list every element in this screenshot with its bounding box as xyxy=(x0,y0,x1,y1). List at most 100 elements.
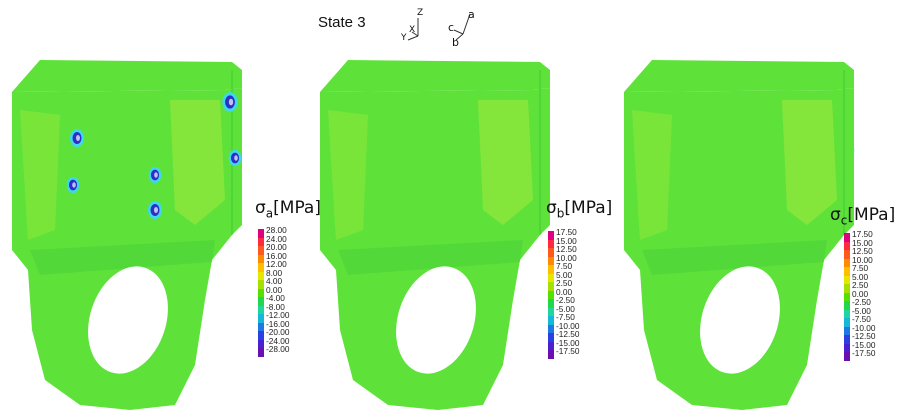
legend-swatch xyxy=(844,326,850,335)
legend-swatch xyxy=(548,256,554,265)
legend-tick-label: 10.00 xyxy=(852,254,873,265)
legend-swatch xyxy=(548,333,554,342)
global-axes-icon xyxy=(407,18,419,41)
legend-tick-label: -15.00 xyxy=(852,339,876,350)
global-axis-z-label: Z xyxy=(417,8,424,18)
legend-tick-label: -12.50 xyxy=(556,329,580,339)
lug-hole xyxy=(88,266,168,374)
legend-ticks: 28.00 24.00 20.00 16.00 12.00 8.00 4.00 0.00 -4.… xyxy=(266,226,290,354)
legend-swatch xyxy=(258,314,264,323)
legend-swatch xyxy=(548,273,554,282)
legend-swatch xyxy=(844,292,850,301)
bolt-hole-core xyxy=(154,172,158,178)
bolt-hole-core xyxy=(76,135,80,141)
legend-swatch xyxy=(844,275,850,284)
shading-patch xyxy=(170,100,225,225)
legend-tick-label: 8.00 xyxy=(266,267,283,278)
legend-swatch xyxy=(258,246,264,255)
legend-swatch xyxy=(548,239,554,248)
legend-tick-label: 0.00 xyxy=(556,286,573,297)
legend-swatch xyxy=(258,229,264,238)
local-axis-a-label: a xyxy=(468,8,475,21)
legend-tick-label: 0.00 xyxy=(852,288,869,299)
legend-swatch xyxy=(548,265,554,274)
legend-swatch xyxy=(844,335,850,344)
legend-tick-label: -8.00 xyxy=(266,301,285,312)
legend-tick-label: 15.00 xyxy=(556,235,577,246)
global-axis-y-label: Y xyxy=(401,33,407,43)
local-axis-b-label: b xyxy=(452,36,459,49)
legend-tick-label: -24.00 xyxy=(266,335,290,346)
legend-tick-label: -12.50 xyxy=(852,331,876,341)
legend-tick-label: -28.00 xyxy=(266,344,290,354)
legend-tick-label: 4.00 xyxy=(266,276,283,286)
legend-swatch xyxy=(548,299,554,308)
legend-color-bar xyxy=(844,233,850,361)
legend-swatch xyxy=(844,309,850,318)
legend-swatch xyxy=(844,250,850,259)
local-axes-icon xyxy=(453,13,471,41)
legend-tick-label: -15.00 xyxy=(556,337,580,348)
legend-tick-label: -12.00 xyxy=(266,310,290,320)
legend-tick-label: -2.50 xyxy=(852,297,871,307)
local-axis-c-label: c xyxy=(448,21,455,34)
fea-body-a xyxy=(12,60,242,410)
shading-patch xyxy=(478,100,533,225)
legend-tick-label: 5.00 xyxy=(852,271,869,282)
legend-swatch xyxy=(258,305,264,314)
legend-tick-label: -5.00 xyxy=(556,303,575,314)
fea-body-c xyxy=(624,60,854,410)
legend-tick-label: -10.00 xyxy=(852,322,876,333)
legend-swatch xyxy=(258,280,264,289)
legend-swatch xyxy=(548,324,554,333)
legend-swatch xyxy=(548,282,554,291)
legend-tick-label: -20.00 xyxy=(266,327,290,337)
lug-hole xyxy=(396,266,476,374)
legend-color-bar xyxy=(548,231,554,359)
bolt-hole-core xyxy=(154,207,158,213)
legend-swatch xyxy=(258,263,264,272)
legend-tick-label: 12.50 xyxy=(852,246,873,256)
shading-patch xyxy=(328,110,368,240)
legend-tick-label: -4.00 xyxy=(266,293,285,303)
legend-tick-label: 17.50 xyxy=(556,227,577,237)
legend-tick-label: 2.50 xyxy=(556,278,573,288)
legend-swatch xyxy=(844,241,850,250)
legend-tick-label: 12.00 xyxy=(266,259,287,269)
legend-swatch xyxy=(258,237,264,246)
legend-tick-label: 20.00 xyxy=(266,242,287,252)
state-title: State 3 xyxy=(318,14,366,31)
global-axis-x-label: X xyxy=(409,25,416,35)
legend-tick-label: -7.50 xyxy=(556,312,575,322)
bolt-hole-core xyxy=(72,182,76,188)
legend-swatch xyxy=(548,248,554,257)
legend-tick-label: -17.50 xyxy=(556,346,580,356)
legend-swatch xyxy=(258,339,264,348)
legend-ticks: 17.50 15.00 12.50 10.00 7.50 5.00 2.50 0.00 -2.5… xyxy=(556,228,580,356)
legend-swatch xyxy=(844,301,850,310)
legend-swatch xyxy=(258,348,264,357)
legend-swatch xyxy=(844,267,850,276)
legend-tick-label: 2.50 xyxy=(852,280,869,290)
legend-tick-label: -16.00 xyxy=(266,318,290,329)
bolt-hole-core xyxy=(228,98,234,106)
legend-color-bar xyxy=(258,229,264,357)
legend-swatch xyxy=(548,341,554,350)
legend-swatch xyxy=(258,331,264,340)
legend-title-sigma-c: σc[MPa] xyxy=(830,205,896,228)
bolt-hole-core xyxy=(234,155,238,161)
legend-tick-label: 24.00 xyxy=(266,233,287,244)
legend-title-sigma-a: σa[MPa] xyxy=(255,198,321,221)
legend-tick-label: -17.50 xyxy=(852,348,876,358)
shading-band xyxy=(642,240,827,275)
legend-tick-label: 0.00 xyxy=(266,284,283,295)
shading-band xyxy=(338,240,523,275)
legend-title-sigma-b: σb[MPa] xyxy=(546,198,613,221)
legend-swatch xyxy=(844,318,850,327)
legend-tick-label: 5.00 xyxy=(556,269,573,280)
body-top-face xyxy=(624,60,854,92)
legend-swatch xyxy=(844,343,850,352)
legend-swatch xyxy=(258,322,264,331)
legend-tick-label: 12.50 xyxy=(556,244,577,254)
